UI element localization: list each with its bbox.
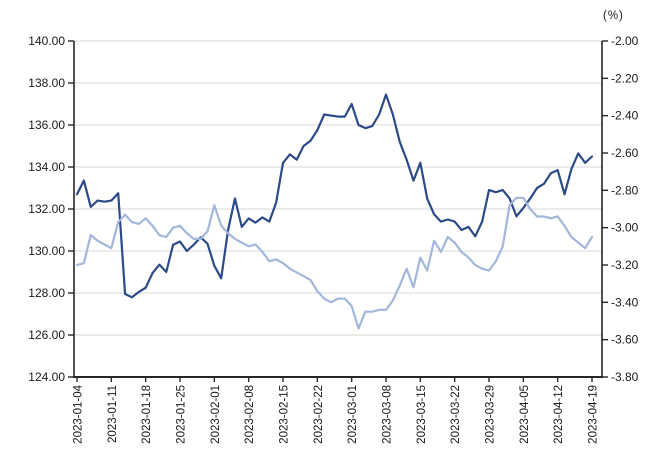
svg-text:2023-01-18: 2023-01-18 [141, 385, 153, 444]
svg-text:-2.60: -2.60 [611, 146, 639, 160]
svg-text:2023-02-15: 2023-02-15 [279, 385, 291, 444]
right-axis-unit-label: (%) [603, 10, 624, 22]
svg-text:-2.40: -2.40 [611, 109, 639, 123]
series-line-dark-blue-index-left-axis [75, 93, 594, 299]
svg-text:-3.40: -3.40 [611, 295, 639, 309]
svg-text:-3.60: -3.60 [611, 333, 639, 347]
svg-text:-3.80: -3.80 [611, 370, 639, 384]
svg-text:-3.00: -3.00 [611, 221, 639, 235]
svg-text:2023-03-22: 2023-03-22 [450, 385, 462, 444]
svg-text:132.00: 132.00 [28, 202, 65, 216]
left-axis-labels: 140.00 138.00 136.00 134.00 132.00 130.00 128.… [28, 34, 74, 384]
svg-text:2023-03-29: 2023-03-29 [485, 385, 497, 444]
svg-text:2023-02-01: 2023-02-01 [210, 385, 222, 444]
svg-text:-2.20: -2.20 [611, 71, 639, 85]
svg-text:124.00: 124.00 [28, 370, 65, 384]
svg-text:130.00: 130.00 [28, 244, 65, 258]
svg-text:2023-04-12: 2023-04-12 [553, 385, 565, 444]
svg-text:126.00: 126.00 [28, 328, 65, 342]
svg-text:-2.80: -2.80 [611, 183, 639, 197]
svg-text:2023-03-01: 2023-03-01 [347, 385, 359, 444]
gridlines [74, 40, 602, 336]
series-dark-blue-index-left-axis [75, 93, 594, 299]
svg-text:128.00: 128.00 [28, 286, 65, 300]
svg-text:2023-03-15: 2023-03-15 [416, 385, 428, 444]
x-axis-labels: 2023-01-04 2023-01-11 2023-01-18 2023-01-25… [73, 377, 600, 444]
svg-text:2023-02-08: 2023-02-08 [244, 385, 256, 444]
svg-text:138.00: 138.00 [28, 76, 65, 90]
svg-text:2023-01-11: 2023-01-11 [107, 385, 119, 443]
series-light-blue-rate-right-axis [75, 196, 594, 330]
svg-text:134.00: 134.00 [28, 160, 65, 174]
series-line-light-blue-rate-right-axis [75, 196, 594, 330]
svg-text:2023-01-25: 2023-01-25 [176, 385, 188, 444]
svg-text:140.00: 140.00 [28, 34, 65, 48]
right-axis-labels: -2.00 -2.20 -2.40 -2.60 -2.80 -3.00 -3.20 -3.40… [602, 34, 639, 384]
svg-text:2023-04-19: 2023-04-19 [588, 385, 600, 444]
svg-text:-2.00: -2.00 [611, 34, 639, 48]
svg-text:2023-02-22: 2023-02-22 [313, 385, 325, 444]
svg-text:2023-01-04: 2023-01-04 [73, 384, 85, 443]
svg-text:2023-04-05: 2023-04-05 [519, 385, 531, 444]
svg-text:136.00: 136.00 [28, 118, 65, 132]
svg-text:2023-03-08: 2023-03-08 [382, 385, 394, 444]
svg-text:-3.20: -3.20 [611, 258, 639, 272]
